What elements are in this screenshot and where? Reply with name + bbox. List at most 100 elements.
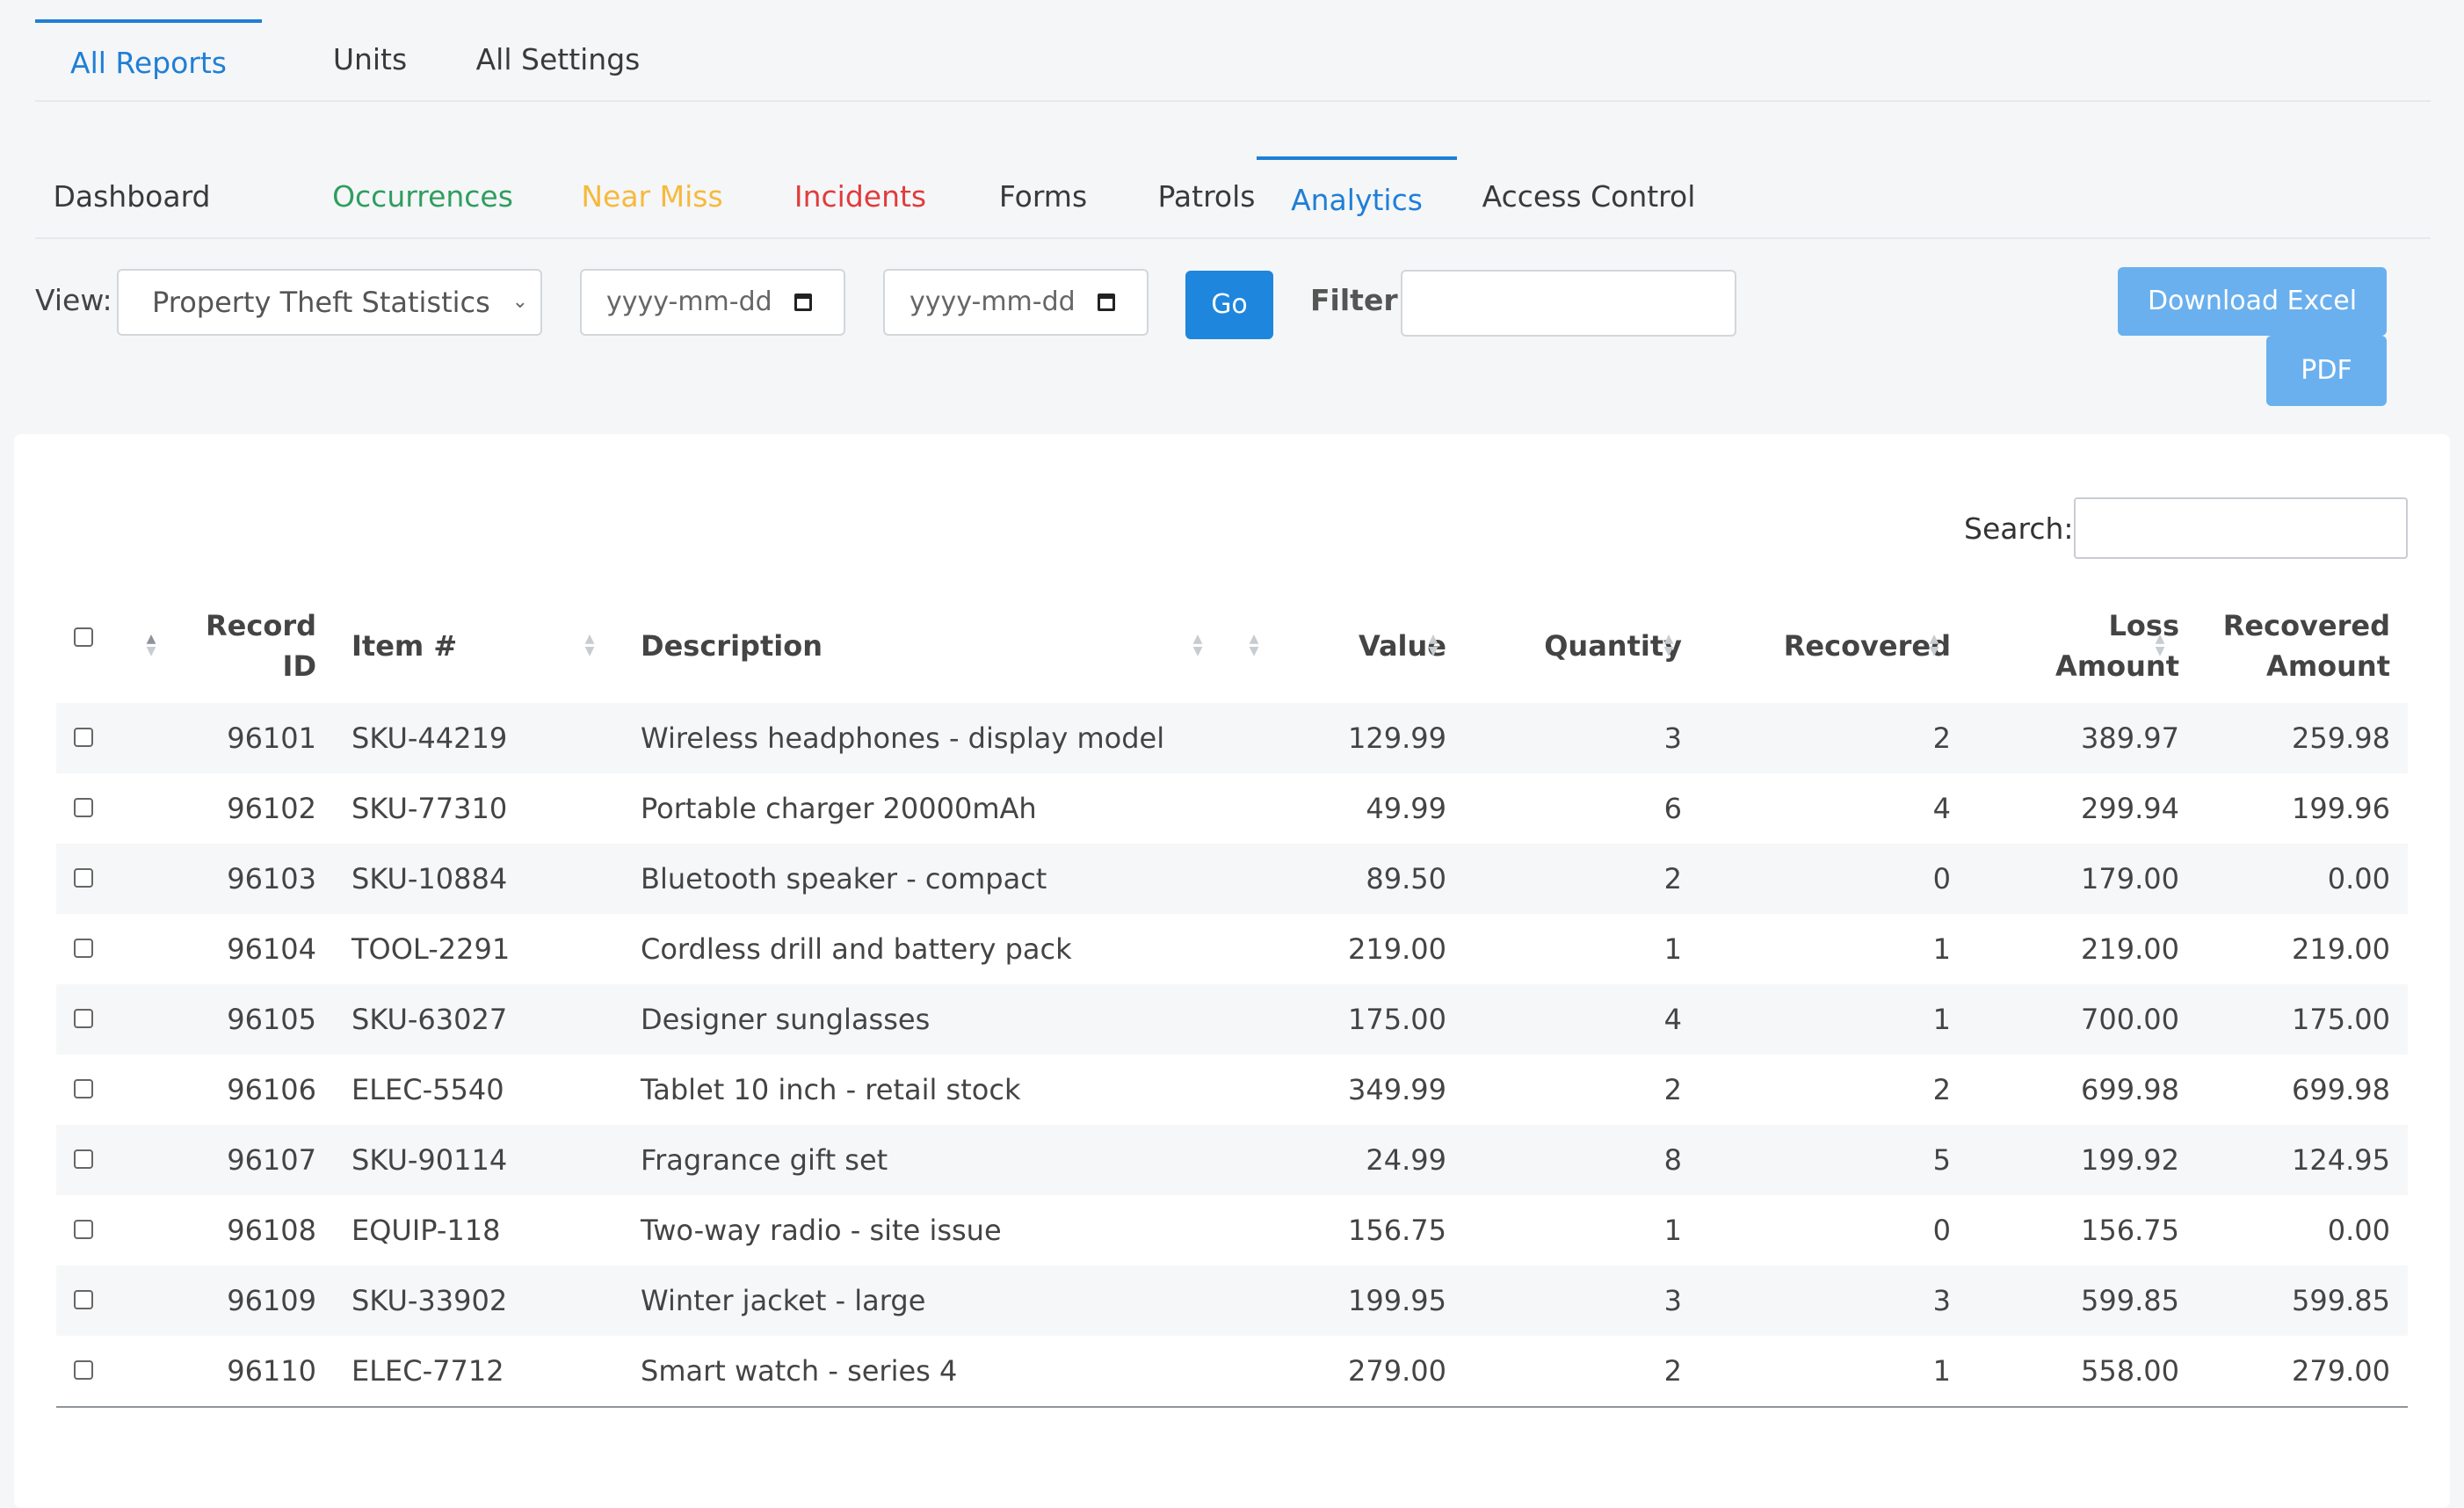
sort-icon[interactable]: ▲ ▼	[1192, 632, 1203, 658]
sort-icon[interactable]: ▲ ▼	[1929, 632, 1939, 658]
download-excel-button[interactable]: Download Excel	[2118, 267, 2387, 336]
cell-recovered: 0	[1932, 862, 1951, 895]
report-tab-bar: Dashboard Occurrences Near Miss Incident…	[35, 156, 2431, 239]
cell-record-id: 96108	[227, 1214, 316, 1247]
table-row[interactable]: 96109 SKU-33902 Winter jacket - large 19…	[56, 1265, 2408, 1336]
column-header-value[interactable]: Value	[1358, 629, 1446, 663]
table-row[interactable]: 96106 ELEC-5540 Tablet 10 inch - retail …	[56, 1055, 2408, 1125]
sort-icon[interactable]: ▲ ▼	[1428, 632, 1439, 658]
cell-quantity: 3	[1663, 721, 1682, 755]
cell-description: Smart watch - series 4	[641, 1354, 958, 1388]
tab-near-miss[interactable]: Near Miss	[581, 179, 723, 214]
cell-value: 24.99	[1366, 1143, 1446, 1177]
tab-forms[interactable]: Forms	[998, 179, 1088, 214]
cell-recovered-amount: 279.00	[2292, 1354, 2390, 1388]
cell-description: Designer sunglasses	[641, 1003, 931, 1036]
table-row[interactable]: 96102 SKU-77310 Portable charger 20000mA…	[56, 773, 2408, 844]
search-input[interactable]	[2074, 497, 2408, 559]
row-checkbox[interactable]	[74, 1220, 93, 1239]
cell-quantity: 2	[1663, 1073, 1682, 1106]
cell-record-id: 96107	[227, 1143, 316, 1177]
cell-record-id: 96104	[227, 932, 316, 966]
column-header-recovered-amount[interactable]: Recovered Amount	[2222, 609, 2390, 683]
tab-incidents[interactable]: Incidents	[794, 179, 927, 214]
cell-recovered-amount: 0.00	[2327, 1214, 2390, 1247]
table-row[interactable]: 96107 SKU-90114 Fragrance gift set 24.99…	[56, 1125, 2408, 1195]
sort-icon[interactable]: ▲ ▼	[584, 632, 595, 658]
filter-input[interactable]	[1401, 270, 1736, 337]
tab-dashboard[interactable]: Dashboard	[53, 179, 211, 214]
table-row[interactable]: 96110 ELEC-7712 Smart watch - series 4 2…	[56, 1336, 2408, 1406]
cell-description: Two-way radio - site issue	[641, 1214, 1002, 1247]
cell-record-id: 96110	[227, 1354, 316, 1388]
tab-all-settings[interactable]: All Settings	[475, 42, 641, 76]
sort-icon[interactable]: ▲ ▼	[2155, 632, 2165, 658]
column-header-record-id[interactable]: Record ID	[206, 609, 316, 683]
cell-value: 279.00	[1348, 1354, 1446, 1388]
column-header-loss-amount[interactable]: Loss Amount	[2055, 609, 2179, 683]
table-row[interactable]: 96105 SKU-63027 Designer sunglasses 175.…	[56, 984, 2408, 1055]
cell-recovered: 2	[1932, 721, 1951, 755]
column-header-description[interactable]: Description	[641, 629, 823, 663]
cell-recovered: 0	[1932, 1214, 1951, 1247]
cell-recovered: 3	[1932, 1284, 1951, 1317]
cell-loss-amount: 599.85	[2081, 1284, 2179, 1317]
sort-icon[interactable]: ▲ ▼	[146, 632, 156, 658]
sort-icon[interactable]: ▲ ▼	[1663, 632, 1674, 658]
row-checkbox[interactable]	[74, 868, 93, 888]
cell-quantity: 1	[1663, 932, 1682, 966]
row-checkbox[interactable]	[74, 1149, 93, 1169]
pdf-button[interactable]: PDF	[2266, 336, 2387, 406]
table-row[interactable]: 96101 SKU-44219 Wireless headphones - di…	[56, 703, 2408, 773]
table-row[interactable]: 96103 SKU-10884 Bluetooth speaker - comp…	[56, 844, 2408, 914]
cell-item-number: SKU-90114	[351, 1143, 508, 1177]
cell-item-number: SKU-10884	[351, 862, 508, 895]
tab-units[interactable]: Units	[332, 42, 408, 76]
row-checkbox[interactable]	[74, 1079, 93, 1098]
tab-analytics[interactable]: Analytics	[1257, 156, 1457, 241]
table-bottom-border	[56, 1406, 2408, 1408]
cell-record-id: 96105	[227, 1003, 316, 1036]
cell-description: Portable charger 20000mAh	[641, 792, 1037, 825]
calendar-icon[interactable]	[1098, 294, 1115, 311]
calendar-icon[interactable]	[794, 294, 812, 311]
tab-patrols[interactable]: Patrols	[1157, 179, 1256, 214]
cell-value: 49.99	[1366, 792, 1446, 825]
view-select[interactable]: Property Theft Statistics ⌄	[117, 269, 542, 336]
cell-recovered-amount: 0.00	[2327, 862, 2390, 895]
column-header-quantity[interactable]: Quantity	[1544, 629, 1682, 663]
cell-description: Wireless headphones - display model	[641, 721, 1165, 755]
cell-quantity: 1	[1663, 1214, 1682, 1247]
cell-item-number: EQUIP-118	[351, 1214, 501, 1247]
tab-occurrences[interactable]: Occurrences	[332, 179, 513, 214]
tab-all-reports[interactable]: All Reports	[35, 19, 262, 104]
row-checkbox[interactable]	[74, 728, 93, 747]
cell-recovered-amount: 219.00	[2292, 932, 2390, 966]
table-row[interactable]: 96108 EQUIP-118 Two-way radio - site iss…	[56, 1195, 2408, 1265]
row-checkbox[interactable]	[74, 1009, 93, 1028]
cell-recovered-amount: 175.00	[2292, 1003, 2390, 1036]
row-checkbox[interactable]	[74, 798, 93, 817]
row-checkbox[interactable]	[74, 1290, 93, 1309]
cell-loss-amount: 700.00	[2081, 1003, 2179, 1036]
tab-access-control[interactable]: Access Control	[1482, 179, 1696, 214]
date-from-placeholder: yyyy-mm-dd	[606, 286, 772, 317]
column-header-item[interactable]: Item #	[351, 629, 458, 663]
sort-icon[interactable]: ▲ ▼	[1249, 632, 1259, 658]
cell-recovered: 4	[1932, 792, 1951, 825]
cell-value: 175.00	[1348, 1003, 1446, 1036]
cell-value: 89.50	[1366, 862, 1446, 895]
go-button[interactable]: Go	[1185, 271, 1273, 339]
cell-item-number: SKU-77310	[351, 792, 508, 825]
select-all-checkbox[interactable]	[74, 627, 93, 647]
column-header-recovered[interactable]: Recovered	[1783, 629, 1951, 663]
cell-quantity: 8	[1663, 1143, 1682, 1177]
row-checkbox[interactable]	[74, 1360, 93, 1380]
date-from-input[interactable]: yyyy-mm-dd	[580, 269, 845, 336]
cell-loss-amount: 558.00	[2081, 1354, 2179, 1388]
cell-quantity: 6	[1663, 792, 1682, 825]
date-to-input[interactable]: yyyy-mm-dd	[883, 269, 1149, 336]
table-row[interactable]: 96104 TOOL-2291 Cordless drill and batte…	[56, 914, 2408, 984]
cell-recovered: 1	[1932, 1354, 1951, 1388]
row-checkbox[interactable]	[74, 939, 93, 958]
